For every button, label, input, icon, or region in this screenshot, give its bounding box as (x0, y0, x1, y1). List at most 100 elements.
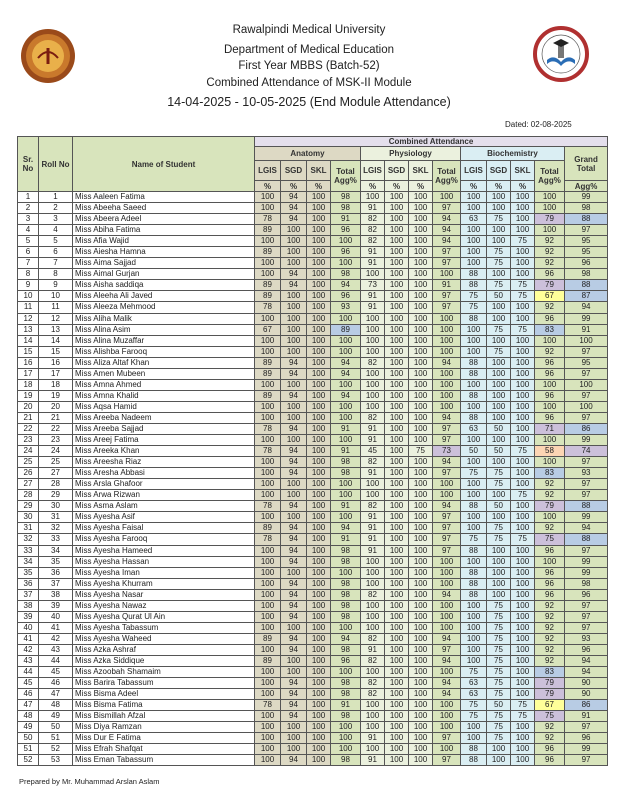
student-name-cell: Miss Alishba Farooq (72, 345, 255, 358)
anatomy-sgd-cell: 100 (280, 743, 307, 756)
anatomy-sgd-cell: 100 (280, 378, 307, 391)
student-name-cell: Miss Ayesha Nawaz (72, 599, 255, 612)
anatomy-sgd-cell: 100 (280, 478, 307, 491)
physiology-total-cell: 100 (432, 345, 461, 358)
anatomy-skl-cell: 100 (306, 500, 331, 513)
roll-no-cell: 15 (38, 345, 73, 358)
anatomy-total-cell: 100 (330, 345, 361, 358)
grand-total-cell: 99 (563, 312, 609, 325)
anatomy-total-cell: 94 (330, 389, 361, 402)
biochemistry-skl-cell: 100 (510, 610, 535, 623)
physiology-skl-cell: 100 (408, 577, 433, 590)
student-name-cell: Miss Ayesha Qurat Ul Ain (72, 610, 255, 623)
anatomy-skl-cell: 100 (306, 411, 331, 424)
physiology-sgd-cell: 100 (384, 666, 409, 679)
anatomy-skl-cell: 100 (306, 566, 331, 579)
anatomy-skl-cell: 100 (306, 445, 331, 458)
table-row: 12 12 Miss Aliha Malik 100 100 100 100 100 100 10… (17, 312, 609, 325)
grand-total-cell: 95 (563, 246, 609, 259)
physiology-sgd-cell: 100 (384, 400, 409, 413)
anatomy-total-cell: 100 (330, 334, 361, 347)
anatomy-sgd-cell: 94 (280, 610, 307, 623)
student-name-cell: Miss Aqsa Hamid (72, 400, 255, 413)
student-name-cell: Miss Areej Fatima (72, 434, 255, 447)
biochemistry-lgis-cell: 100 (460, 632, 487, 645)
anatomy-lgis-cell: 100 (254, 677, 281, 690)
biochemistry-sgd-cell: 100 (486, 301, 511, 314)
physiology-total-cell: 97 (432, 290, 461, 303)
physiology-skl-cell: 100 (408, 356, 433, 369)
anatomy-sgd-cell: 94 (280, 588, 307, 601)
biochemistry-lgis-cell: 63 (460, 677, 487, 690)
physiology-skl-cell: 100 (408, 566, 433, 579)
physiology-skl-cell: 100 (408, 688, 433, 701)
physiology-skl-cell: 100 (408, 279, 433, 292)
physiology-total-cell: 94 (432, 632, 461, 645)
biochemistry-total-cell: 79 (534, 213, 565, 226)
anatomy-skl-cell: 100 (306, 754, 331, 767)
biochemistry-total-cell: 92 (534, 732, 565, 745)
biochemistry-total-cell: 96 (534, 411, 565, 424)
biochemistry-sgd-cell: 50 (486, 500, 511, 513)
physiology-skl-cell: 100 (408, 312, 433, 325)
student-name-cell: Miss Alina Muzaffar (72, 334, 255, 347)
roll-no-cell: 9 (38, 279, 73, 292)
physiology-skl-cell: 100 (408, 610, 433, 623)
biochemistry-lgis-cell: 100 (460, 224, 487, 237)
sr-no-cell: 2 (17, 202, 39, 215)
physiology-total-cell: 100 (432, 190, 461, 204)
biochemistry-lgis-cell: 63 (460, 213, 487, 226)
anatomy-skl-cell: 100 (306, 345, 331, 358)
biochemistry-sgd-cell: 100 (486, 754, 511, 767)
physiology-header: Physiology (360, 146, 461, 161)
physiology-total-cell: 94 (432, 688, 461, 701)
anatomy-sgd-cell: 94 (280, 555, 307, 568)
physiology-sgd-cell: 100 (384, 699, 409, 712)
department-name: Department of Medical Education (223, 44, 395, 56)
roll-no-cell: 5 (38, 235, 73, 248)
sr-no-cell: 23 (17, 434, 39, 447)
anatomy-total-cell: 93 (330, 301, 361, 314)
sr-no-cell: 11 (17, 301, 39, 314)
physiology-skl-cell: 100 (408, 246, 433, 259)
anatomy-lgis-cell: 100 (254, 599, 281, 612)
student-name-cell: Miss Amna Ahmed (72, 378, 255, 391)
biochemistry-skl-cell: 100 (510, 500, 535, 513)
biochemistry-skl-cell: 100 (510, 643, 535, 656)
table-row: 17 17 Miss Amen Mubeen 89 94 100 94 100 100 100 10… (17, 367, 609, 380)
physiology-lgis-cell: 100 (360, 599, 385, 612)
table-row: 27 28 Miss Arsla Ghafoor 100 100 100 100 100 100… (17, 478, 609, 491)
student-name-cell: Miss Aisha saddiqa (72, 279, 255, 292)
anatomy-total-cell: 100 (330, 743, 361, 756)
university-name: Rawalpindi Medical University (232, 24, 386, 36)
prepared-by: Prepared by Mr. Muhammad Arslan Aslam (19, 777, 160, 786)
physiology-skl-cell: 100 (408, 235, 433, 248)
physiology-lgis-cell: 82 (360, 356, 385, 369)
physiology-skl-cell: 100 (408, 478, 433, 491)
biochemistry-skl-cell: 100 (510, 721, 535, 734)
student-name-cell: Miss Aliha Malik (72, 312, 255, 325)
biochemistry-skl-cell: 100 (510, 588, 535, 601)
physiology-total-cell: 97 (432, 467, 461, 480)
biochemistry-total-cell: 92 (534, 721, 565, 734)
physiology-lgis-cell: 82 (360, 654, 385, 668)
anatomy-total-cell: 98 (330, 456, 361, 469)
biochemistry-total-cell: 96 (534, 312, 565, 325)
anatomy-lgis-cell: 89 (254, 290, 281, 303)
biochemistry-skl-cell: 75 (510, 710, 535, 723)
biochemistry-total-cell: 92 (534, 632, 565, 645)
table-row: 18 18 Miss Amna Ahmed 100 100 100 100 100 100 100… (17, 378, 609, 391)
biochemistry-sgd-cell: 75 (486, 467, 511, 480)
anatomy-skl-cell: 100 (306, 632, 331, 645)
total-agg-header: Total Agg% (330, 160, 361, 192)
biochemistry-lgis-cell: 88 (460, 356, 487, 369)
biochemistry-total-cell: 96 (534, 367, 565, 380)
anatomy-total-cell: 98 (330, 467, 361, 480)
physiology-skl-cell: 100 (408, 710, 433, 723)
anatomy-skl-cell: 100 (306, 544, 331, 557)
anatomy-total-cell: 98 (330, 677, 361, 690)
anatomy-sgd-cell: 94 (280, 422, 307, 436)
roll-no-cell: 52 (38, 743, 73, 756)
anatomy-lgis-cell: 100 (254, 257, 281, 270)
roll-no-cell: 12 (38, 312, 73, 325)
